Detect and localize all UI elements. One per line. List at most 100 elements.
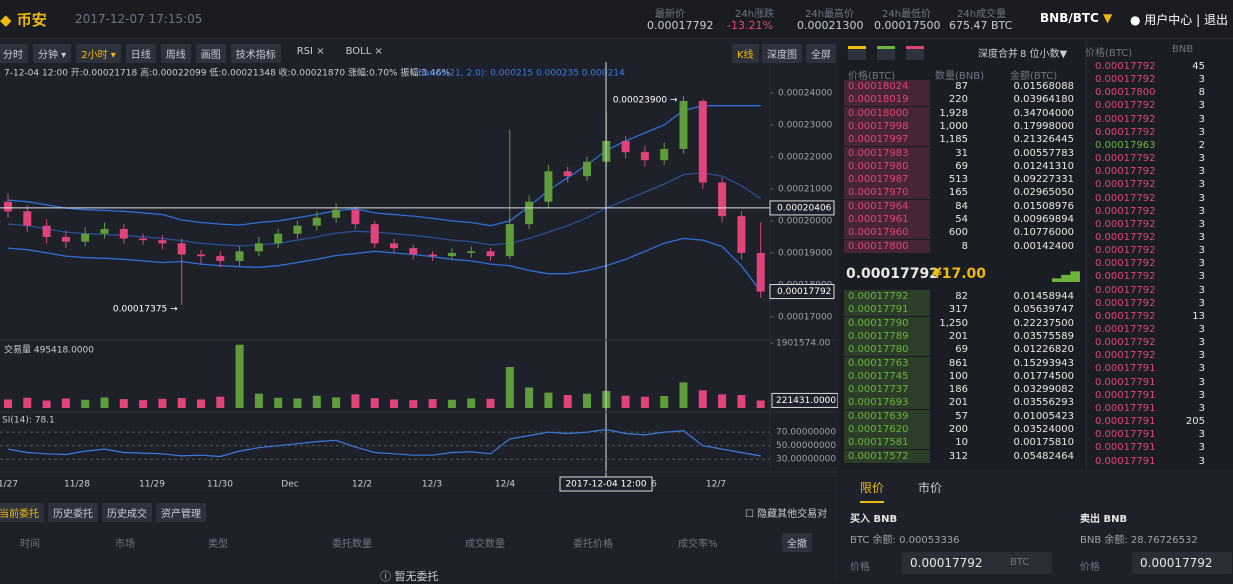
trades-column: 价格(BTC) [1085,48,1133,59]
book-cell: 0.01774500 [1013,370,1074,382]
x-label: 12/7 [706,480,726,490]
book-price: 0.00017745 [848,370,909,382]
book-row: 0.00018000 1,928 0.34704000 [840,106,1080,120]
book-cell: 165 [948,187,968,199]
trade-price: 0.00017792 [1095,284,1156,296]
trade-amount: 3 [1198,350,1205,362]
volume-bar [486,398,495,408]
y-tick-label: 0.00019000 [778,248,833,258]
trade-price: 0.00017792 [1095,350,1156,362]
toolbar-button[interactable]: 深度图 [762,44,802,63]
book-cell: 84 [955,200,968,212]
toolbar-button[interactable]: 画图 [195,44,226,63]
book-view-icon[interactable] [848,46,866,60]
hide-others[interactable]: ☐ 隐藏其他交易对 [745,509,828,520]
trade-amount: 3 [1198,324,1205,335]
orders-tab[interactable]: 当前委托 [0,503,44,522]
stat-label: 24h涨跌 [735,9,775,20]
form-tab[interactable]: 限价 [860,479,885,503]
book-row: 0.00017987 513 0.09227331 [840,173,1080,187]
cancel-all[interactable]: 全撤 [782,533,812,552]
price-bg [844,119,930,133]
price-bg [844,303,930,317]
orders-tab[interactable]: 历史委托 [48,503,98,522]
book-cell: 100 [948,370,968,382]
volume-bar [351,394,360,408]
candle-body [756,252,765,292]
book-view-icon[interactable] [877,46,895,60]
candle-body [100,228,109,234]
toolbar-button[interactable]: 周线 [160,44,191,63]
price-value: 0.00017792 [910,556,983,570]
orders-column: 时间 [20,539,40,550]
x-label: 12/4 [495,480,515,490]
trade-price: 0.00017792 [1095,297,1156,309]
toolbar-button[interactable]: RSI × [296,46,325,57]
trade-amount: 3 [1198,192,1205,204]
volume-bar [505,366,514,408]
trade-price: 0.00017963 [1095,139,1156,151]
book-cell: 513 [948,174,968,186]
price-input[interactable] [902,552,1052,574]
candle-body [139,238,148,241]
volume-bar [42,400,51,408]
toolbar-button[interactable]: K线 [732,44,759,63]
trade-amount: 3 [1198,376,1205,388]
x-label: 6 [651,480,657,490]
stat-value: 0.00017500 [874,19,941,32]
toolbar-button[interactable]: 技术指标 [230,44,281,63]
price-input[interactable] [1132,552,1232,574]
volume-bar [177,398,186,408]
book-cell: 201 [948,330,968,342]
candle-body [312,217,321,226]
y-tick-label: 0.00020000 [778,216,833,226]
logo[interactable]: ◆ 币安 [0,11,47,29]
pair-select[interactable]: BNB/BTC ▼ [1040,11,1113,25]
low-note: 0.00017375 → [113,304,178,314]
trade-amount: 13 [1192,310,1205,322]
clock: 2017-12-07 17:15:05 [75,12,203,26]
book-row: 0.00017792 82 0.01458944 [840,290,1080,303]
volume-bar [447,399,456,408]
book-row: 0.00017763 861 0.15293943 [840,356,1080,370]
volume-tick-label: 1901574.00 [776,339,831,349]
toolbar-button[interactable]: 2小时 ▾ [76,44,121,63]
book-cell: 0.22237500 [1013,317,1074,329]
book-row: 0.00018019 220 0.03964180 [840,93,1080,107]
volume-bar [428,399,437,408]
trade-amount: 3 [1198,126,1205,138]
book-price: 0.00017964 [848,200,909,212]
trade-price: 0.00017792 [1095,126,1156,138]
toolbar-button[interactable]: 分钟 ▾ [33,44,72,63]
merge-label: 深度合并 [978,49,1018,60]
candle-body [119,228,128,239]
trade-amount: 3 [1198,258,1205,270]
form-tab[interactable]: 市价 [918,481,943,495]
orders-tab[interactable]: 历史成交 [102,503,152,522]
price-bg [844,383,930,397]
decimals-select[interactable]: 8 位小数▼ [1020,49,1068,60]
book-cell: 1,928 [939,107,968,119]
toolbar-button[interactable]: 日线 [125,44,156,63]
book-row: 0.00017693 201 0.03556293 [840,396,1080,410]
orders-column: 成交数量 [465,539,505,550]
book-cell: 317 [948,304,968,316]
toolbar-button[interactable]: 分时 [0,44,28,63]
book-price: 0.00017789 [848,330,909,342]
trade-amount: 3 [1198,100,1205,112]
toolbar-button[interactable]: BOLL × [345,46,383,57]
user-center[interactable]: ● 用户中心 | 退出 [1130,13,1228,27]
volume-bar [525,387,534,408]
book-view-icon[interactable] [906,46,924,60]
volume-bar [139,400,148,408]
orders-tab[interactable]: 资产管理 [156,503,206,522]
top-bar [0,0,1233,39]
trade-amount: 3 [1198,245,1205,257]
toolbar-button[interactable]: 全屏 [806,44,836,63]
book-cell: 220 [948,94,968,106]
candle-body [216,256,225,261]
logout[interactable]: 退出 [1203,13,1228,27]
volume-bar [640,396,649,408]
bollinger-mid [7,172,762,247]
book-cell: 0.00969894 [1013,214,1074,225]
